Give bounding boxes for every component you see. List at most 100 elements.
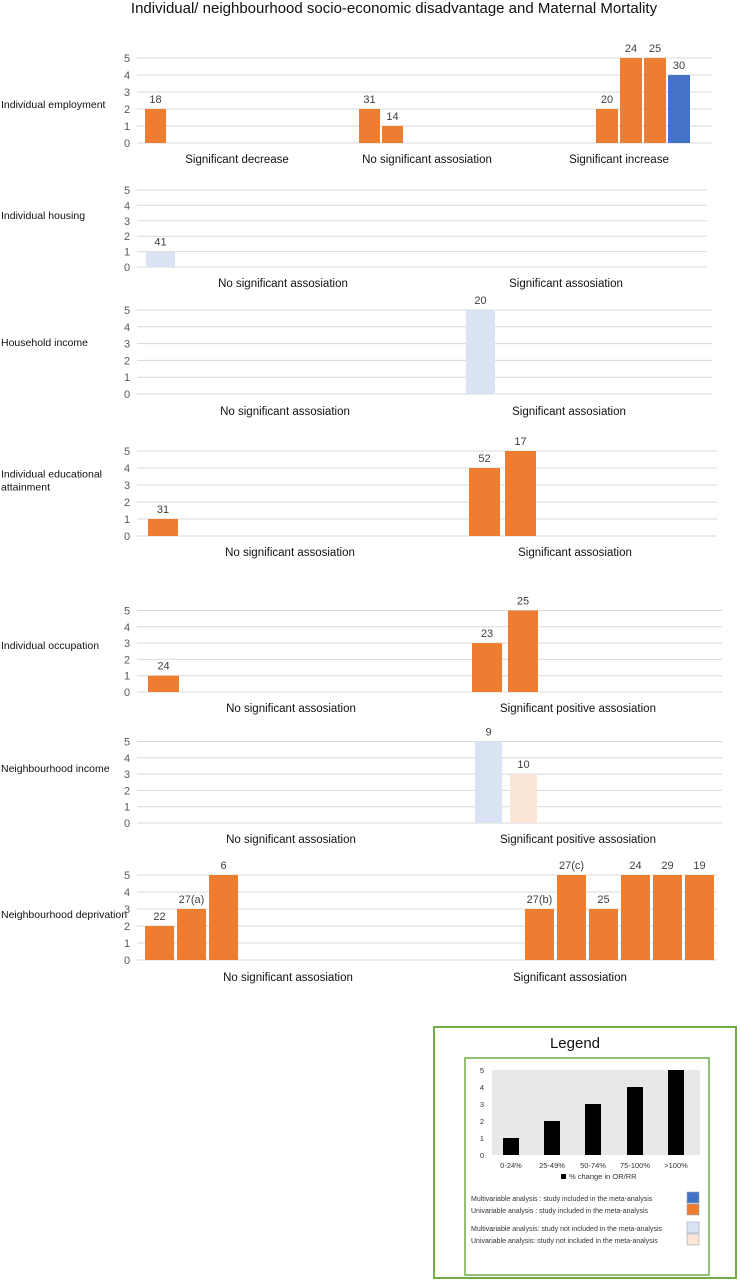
bar-label: 25	[517, 596, 529, 608]
bar-label: 18	[149, 94, 161, 106]
row-label: attainment	[1, 482, 50, 494]
bar-label: 27(c)	[559, 860, 584, 872]
row-label: Neighbourhood income	[1, 763, 110, 775]
bar-label: 29	[661, 860, 673, 872]
bar	[148, 675, 179, 692]
bar-label: 31	[363, 94, 375, 106]
y-tick-label: 5	[124, 606, 130, 618]
legend-scale-bar	[503, 1138, 519, 1155]
y-tick-label: 3	[124, 480, 130, 492]
y-tick-label: 0	[124, 955, 130, 967]
row-label: Individual housing	[1, 210, 85, 222]
y-tick-label: 5	[124, 870, 130, 882]
category-label: No significant assosiation	[223, 972, 353, 984]
legend-swatch	[686, 1191, 700, 1204]
chart-panel: Neighbourhood income 0 1 2 3 4 5 No significant…	[1, 727, 722, 846]
bar	[472, 643, 502, 692]
legend-scale-bar	[585, 1104, 601, 1155]
y-tick-label: 2	[124, 104, 130, 116]
category-label: Significant assosiation	[512, 406, 626, 418]
y-tick-label: 2	[124, 355, 130, 367]
y-tick-label: 3	[124, 638, 130, 650]
legend-series-swatch	[561, 1174, 566, 1179]
category-label: No significant assosiation	[226, 703, 356, 715]
row-label: Individual employment	[1, 99, 106, 111]
bar-label: 14	[386, 111, 398, 123]
y-tick-label: 4	[124, 622, 130, 634]
bar	[209, 875, 238, 960]
y-tick-label: 0	[124, 389, 130, 401]
y-tick-label: 2	[124, 785, 130, 797]
bar-label: 30	[673, 60, 685, 72]
category-label: Significant assosiation	[513, 972, 627, 984]
y-tick-label: 4	[124, 70, 130, 82]
bar	[505, 451, 536, 536]
category-label: Significant positive assosiation	[500, 834, 656, 846]
bar	[525, 909, 554, 960]
legend-title: Legend	[550, 1035, 600, 1052]
y-tick-label: 1	[124, 247, 130, 259]
bar	[359, 109, 380, 143]
bar	[644, 58, 666, 143]
legend-x-tick: 50-74%	[580, 1161, 606, 1170]
bar-label: 41	[154, 237, 166, 249]
legend-y-tick: 3	[480, 1100, 484, 1109]
y-tick-label: 3	[124, 87, 130, 99]
bar-label: 23	[481, 628, 493, 640]
legend-entry-text: Multivariable analysis: study not includ…	[471, 1226, 663, 1233]
y-tick-label: 2	[124, 654, 130, 666]
category-label: No significant assosiation	[220, 406, 350, 418]
chart-panel: Household income 0 1 2 3 4 5 No significant ass…	[1, 295, 712, 418]
legend-y-tick: 5	[480, 1066, 484, 1075]
y-tick-label: 4	[124, 200, 130, 212]
category-label: No significant assosiation	[362, 154, 492, 166]
y-tick-label: 1	[124, 514, 130, 526]
y-tick-label: 3	[124, 769, 130, 781]
figure-title: Individual/ neighbourhood socio-economic…	[131, 0, 658, 17]
bar-label: 52	[478, 453, 490, 465]
bar	[596, 109, 618, 143]
y-tick-label: 5	[124, 446, 130, 458]
bar-label: 24	[625, 43, 637, 55]
y-tick-label: 3	[124, 904, 130, 916]
y-tick-label: 1	[124, 802, 130, 814]
y-tick-label: 4	[124, 887, 130, 899]
legend-series-name: % change in OR/RR	[569, 1172, 637, 1181]
y-tick-label: 1	[124, 121, 130, 133]
y-tick-label: 0	[124, 818, 130, 830]
bar-label: 10	[517, 759, 529, 771]
bar	[621, 875, 650, 960]
legend-scale-bar	[544, 1121, 560, 1155]
bar-label: 20	[474, 295, 486, 307]
bar-label: 9	[485, 727, 491, 739]
row-label: Individual educational	[1, 469, 102, 481]
legend-entry-text: Univariable analysis : study included in…	[471, 1208, 649, 1215]
bar-label: 27(a)	[179, 894, 205, 906]
bar	[668, 75, 690, 143]
legend-entry-text: Multivariable analysis : study included …	[471, 1196, 653, 1203]
category-label: Significant increase	[569, 154, 669, 166]
bar	[557, 875, 586, 960]
bar	[466, 310, 495, 394]
legend-scale-bar	[668, 1070, 684, 1155]
y-tick-label: 4	[124, 463, 130, 475]
y-tick-label: 4	[124, 322, 130, 334]
bar-label: 19	[693, 860, 705, 872]
bar-label: 31	[157, 504, 169, 516]
bar-label: 24	[157, 661, 169, 673]
bar	[685, 875, 714, 960]
category-label: No significant assosiation	[226, 834, 356, 846]
y-tick-label: 0	[124, 262, 130, 274]
legend-x-tick: 25-49%	[539, 1161, 565, 1170]
category-label: Significant decrease	[185, 154, 289, 166]
bar-label: 6	[220, 860, 226, 872]
y-tick-label: 4	[124, 753, 130, 765]
bar	[146, 251, 175, 267]
chart-panel: Individual housing 0 1 2 3 4 5 No significant a…	[1, 185, 707, 290]
category-label: Significant positive assosiation	[500, 703, 656, 715]
legend-y-tick: 1	[480, 1134, 484, 1143]
